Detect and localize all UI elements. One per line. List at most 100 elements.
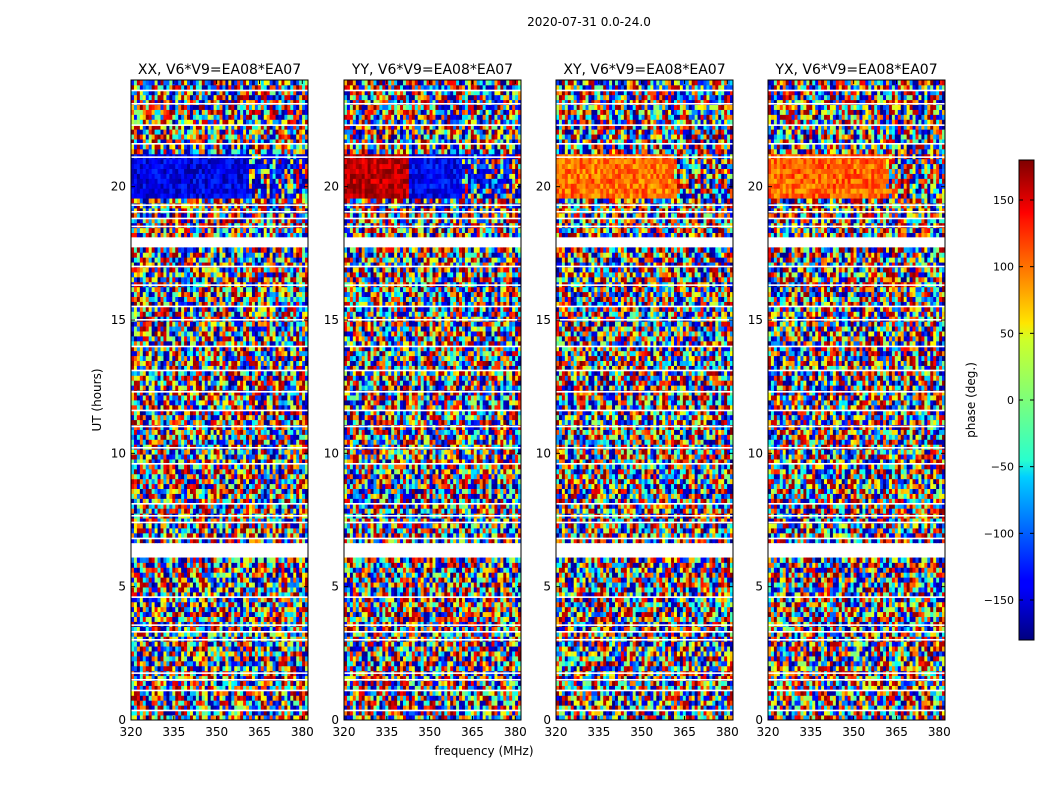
heatmap-cell (154, 301, 158, 307)
heatmap-cell (287, 592, 291, 598)
heatmap-cell (190, 331, 194, 337)
heatmap-cell (136, 611, 141, 618)
heatmap-cell (133, 459, 138, 465)
heatmap-cell (181, 680, 185, 686)
heatmap-cell (169, 385, 173, 391)
heatmap-cell (272, 592, 276, 598)
heatmap-cell (246, 395, 250, 401)
heatmap-cell (190, 488, 194, 494)
heatmap-cell (260, 360, 265, 366)
heatmap-cell (145, 596, 150, 603)
heatmap-cell (172, 621, 176, 627)
heatmap-cell (275, 311, 279, 317)
heatmap-cell (243, 429, 247, 435)
heatmap-cell (231, 621, 235, 627)
heatmap-cell (234, 498, 238, 504)
heatmap-cell (234, 532, 238, 539)
heatmap-cell (213, 419, 217, 426)
heatmap-cell (260, 523, 265, 529)
heatmap-cell (251, 557, 256, 563)
heatmap-cell (240, 488, 244, 494)
heatmap-cell (225, 449, 229, 455)
heatmap-cell (231, 493, 235, 499)
heatmap-cell (169, 404, 173, 411)
heatmap-cell (249, 660, 253, 667)
heatmap-cell (148, 665, 153, 672)
heatmap-cell (148, 321, 153, 327)
heatmap-cell (198, 700, 203, 706)
heatmap-cell (305, 508, 309, 514)
heatmap-cell (305, 370, 309, 376)
heatmap-cell (131, 582, 135, 588)
heatmap-cell (195, 449, 200, 455)
heatmap-cell (257, 380, 262, 386)
heatmap-cell (154, 419, 158, 426)
heatmap-cell (172, 449, 176, 455)
heatmap-cell (260, 528, 265, 534)
heatmap-cell (263, 375, 268, 381)
heatmap-cell (190, 414, 194, 421)
heatmap-cell (240, 690, 244, 696)
heatmap-cell (198, 326, 203, 332)
heatmap-cell (251, 636, 256, 642)
heatmap-cell (278, 409, 282, 416)
heatmap-cell (201, 572, 206, 578)
heatmap-cell (216, 592, 220, 598)
heatmap-cell (257, 488, 262, 494)
heatmap-cell (207, 710, 212, 716)
heatmap-cell (154, 685, 158, 691)
heatmap-cell (240, 537, 244, 544)
heatmap-cell (207, 365, 212, 371)
heatmap-cell (213, 572, 217, 578)
heatmap-cell (296, 695, 300, 701)
heatmap-cell (192, 459, 197, 465)
heatmap-cell (293, 695, 297, 701)
heatmap-cell (246, 350, 250, 357)
heatmap-cell (192, 567, 197, 573)
heatmap-cell (237, 641, 241, 647)
heatmap-cell (163, 380, 167, 386)
heatmap-cell (166, 483, 170, 490)
heatmap-cell (251, 705, 256, 711)
heatmap-cell (157, 444, 161, 450)
heatmap-cell (190, 537, 194, 544)
heatmap-cell (148, 646, 153, 652)
heatmap-cell (302, 414, 306, 421)
heatmap-cell (278, 395, 282, 401)
heatmap-cell (305, 690, 309, 696)
heatmap-cell (290, 680, 294, 686)
heatmap-cell (136, 473, 141, 480)
heatmap-cell (302, 567, 306, 573)
heatmap-cell (178, 690, 182, 696)
heatmap-cell (133, 646, 138, 652)
heatmap-cell (145, 665, 150, 672)
heatmap-cell (190, 478, 194, 485)
heatmap-cell (154, 690, 158, 696)
heatmap-cell (219, 439, 223, 445)
heatmap-cell (175, 340, 179, 347)
heatmap-cell (178, 636, 182, 642)
heatmap-cell (160, 631, 164, 637)
heatmap-cell (201, 710, 206, 716)
heatmap-cell (296, 488, 300, 494)
heatmap-cell (219, 601, 223, 608)
heatmap-cell (192, 375, 197, 381)
heatmap-cell (299, 459, 303, 465)
heatmap-cell (154, 537, 158, 544)
heatmap-cell (175, 577, 179, 583)
heatmap-cell (275, 523, 279, 529)
heatmap-cell (263, 636, 268, 642)
heatmap-cell (249, 345, 253, 352)
heatmap-cell (181, 651, 185, 657)
heatmap-cell (266, 596, 271, 603)
heatmap-cell (136, 651, 141, 657)
heatmap-cell (192, 523, 197, 529)
heatmap-cell (142, 665, 147, 672)
heatmap-cell (210, 439, 214, 445)
heatmap-cell (157, 582, 161, 588)
heatmap-cell (257, 523, 262, 529)
heatmap-cell (275, 385, 279, 391)
heatmap-cell (278, 296, 282, 302)
heatmap-cell (240, 528, 244, 534)
heatmap-cell (210, 665, 214, 672)
